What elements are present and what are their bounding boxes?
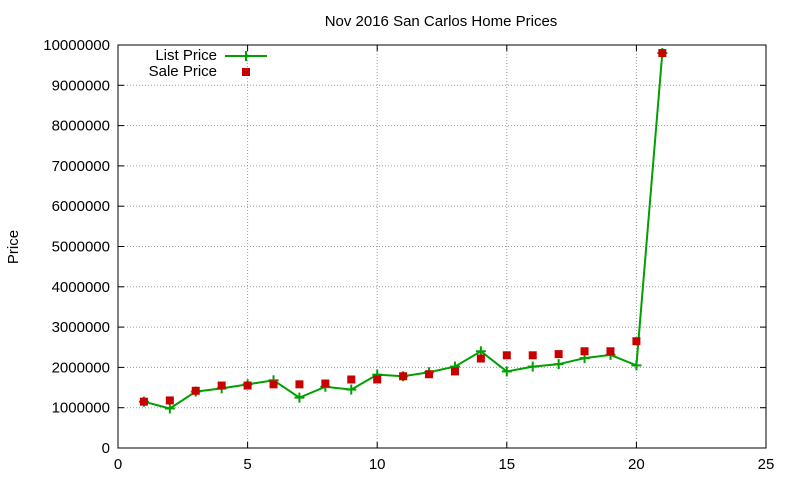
sale-price-point (373, 375, 382, 384)
sale-price-point (139, 397, 148, 406)
sale-price-point (217, 381, 226, 390)
y-tick-label: 2000000 (52, 359, 110, 376)
legend-swatch-sale-square (242, 68, 250, 76)
sale-price-point (632, 337, 641, 346)
axes: 0 5 10 15 20 25 0 1000000 2000000 3000000 4000000 5… (43, 37, 774, 473)
list-price-point (294, 392, 305, 403)
x-tick-label: 15 (498, 456, 515, 473)
y-tick-label: 1000000 (52, 400, 110, 417)
list-price-point (527, 361, 538, 372)
x-tick-label: 10 (369, 456, 386, 473)
list-price-point (346, 384, 357, 395)
y-tick-label: 4000000 (52, 279, 110, 296)
y-axis-label: Price (5, 230, 22, 264)
grid-lines (118, 45, 766, 448)
sale-price-point (347, 375, 356, 384)
sale-price-point (399, 372, 408, 381)
y-tick-label: 8000000 (52, 118, 110, 135)
list-price-point (631, 360, 642, 371)
y-tick-label: 3000000 (52, 319, 110, 336)
sale-price-point (243, 381, 252, 390)
x-tick-label: 0 (114, 456, 122, 473)
sale-price-point (191, 386, 200, 395)
y-tick-label: 0 (102, 440, 110, 457)
sale-price-point (658, 49, 667, 58)
legend-label-sale-price: Sale Price (149, 63, 217, 80)
sale-price-point (476, 354, 485, 363)
y-tick-label: 5000000 (52, 239, 110, 256)
list-price-point (553, 359, 564, 370)
list-price-point (501, 366, 512, 377)
y-tick-label: 7000000 (52, 158, 110, 175)
y-tick-label: 10000000 (43, 37, 110, 54)
sale-price-point (425, 370, 434, 379)
sale-price-point (502, 351, 511, 360)
legend-label-list-price: List Price (155, 47, 217, 64)
chart-title: Nov 2016 San Carlos Home Prices (325, 13, 558, 30)
sale-price-point (606, 347, 615, 356)
x-tick-label: 20 (628, 456, 645, 473)
y-tick-label: 9000000 (52, 77, 110, 94)
x-tick-label: 25 (758, 456, 775, 473)
sale-price-point (295, 380, 304, 389)
plot-area (138, 48, 668, 414)
sale-price-point (554, 350, 563, 359)
sale-price-point (580, 347, 589, 356)
sale-price-point (165, 396, 174, 405)
sale-price-point (269, 380, 278, 389)
x-tick-label: 5 (243, 456, 251, 473)
y-tick-label: 6000000 (52, 198, 110, 215)
sale-price-point (450, 367, 459, 376)
sale-price-point (528, 351, 537, 360)
list-price-point (164, 403, 175, 414)
sale-price-point (321, 379, 330, 388)
